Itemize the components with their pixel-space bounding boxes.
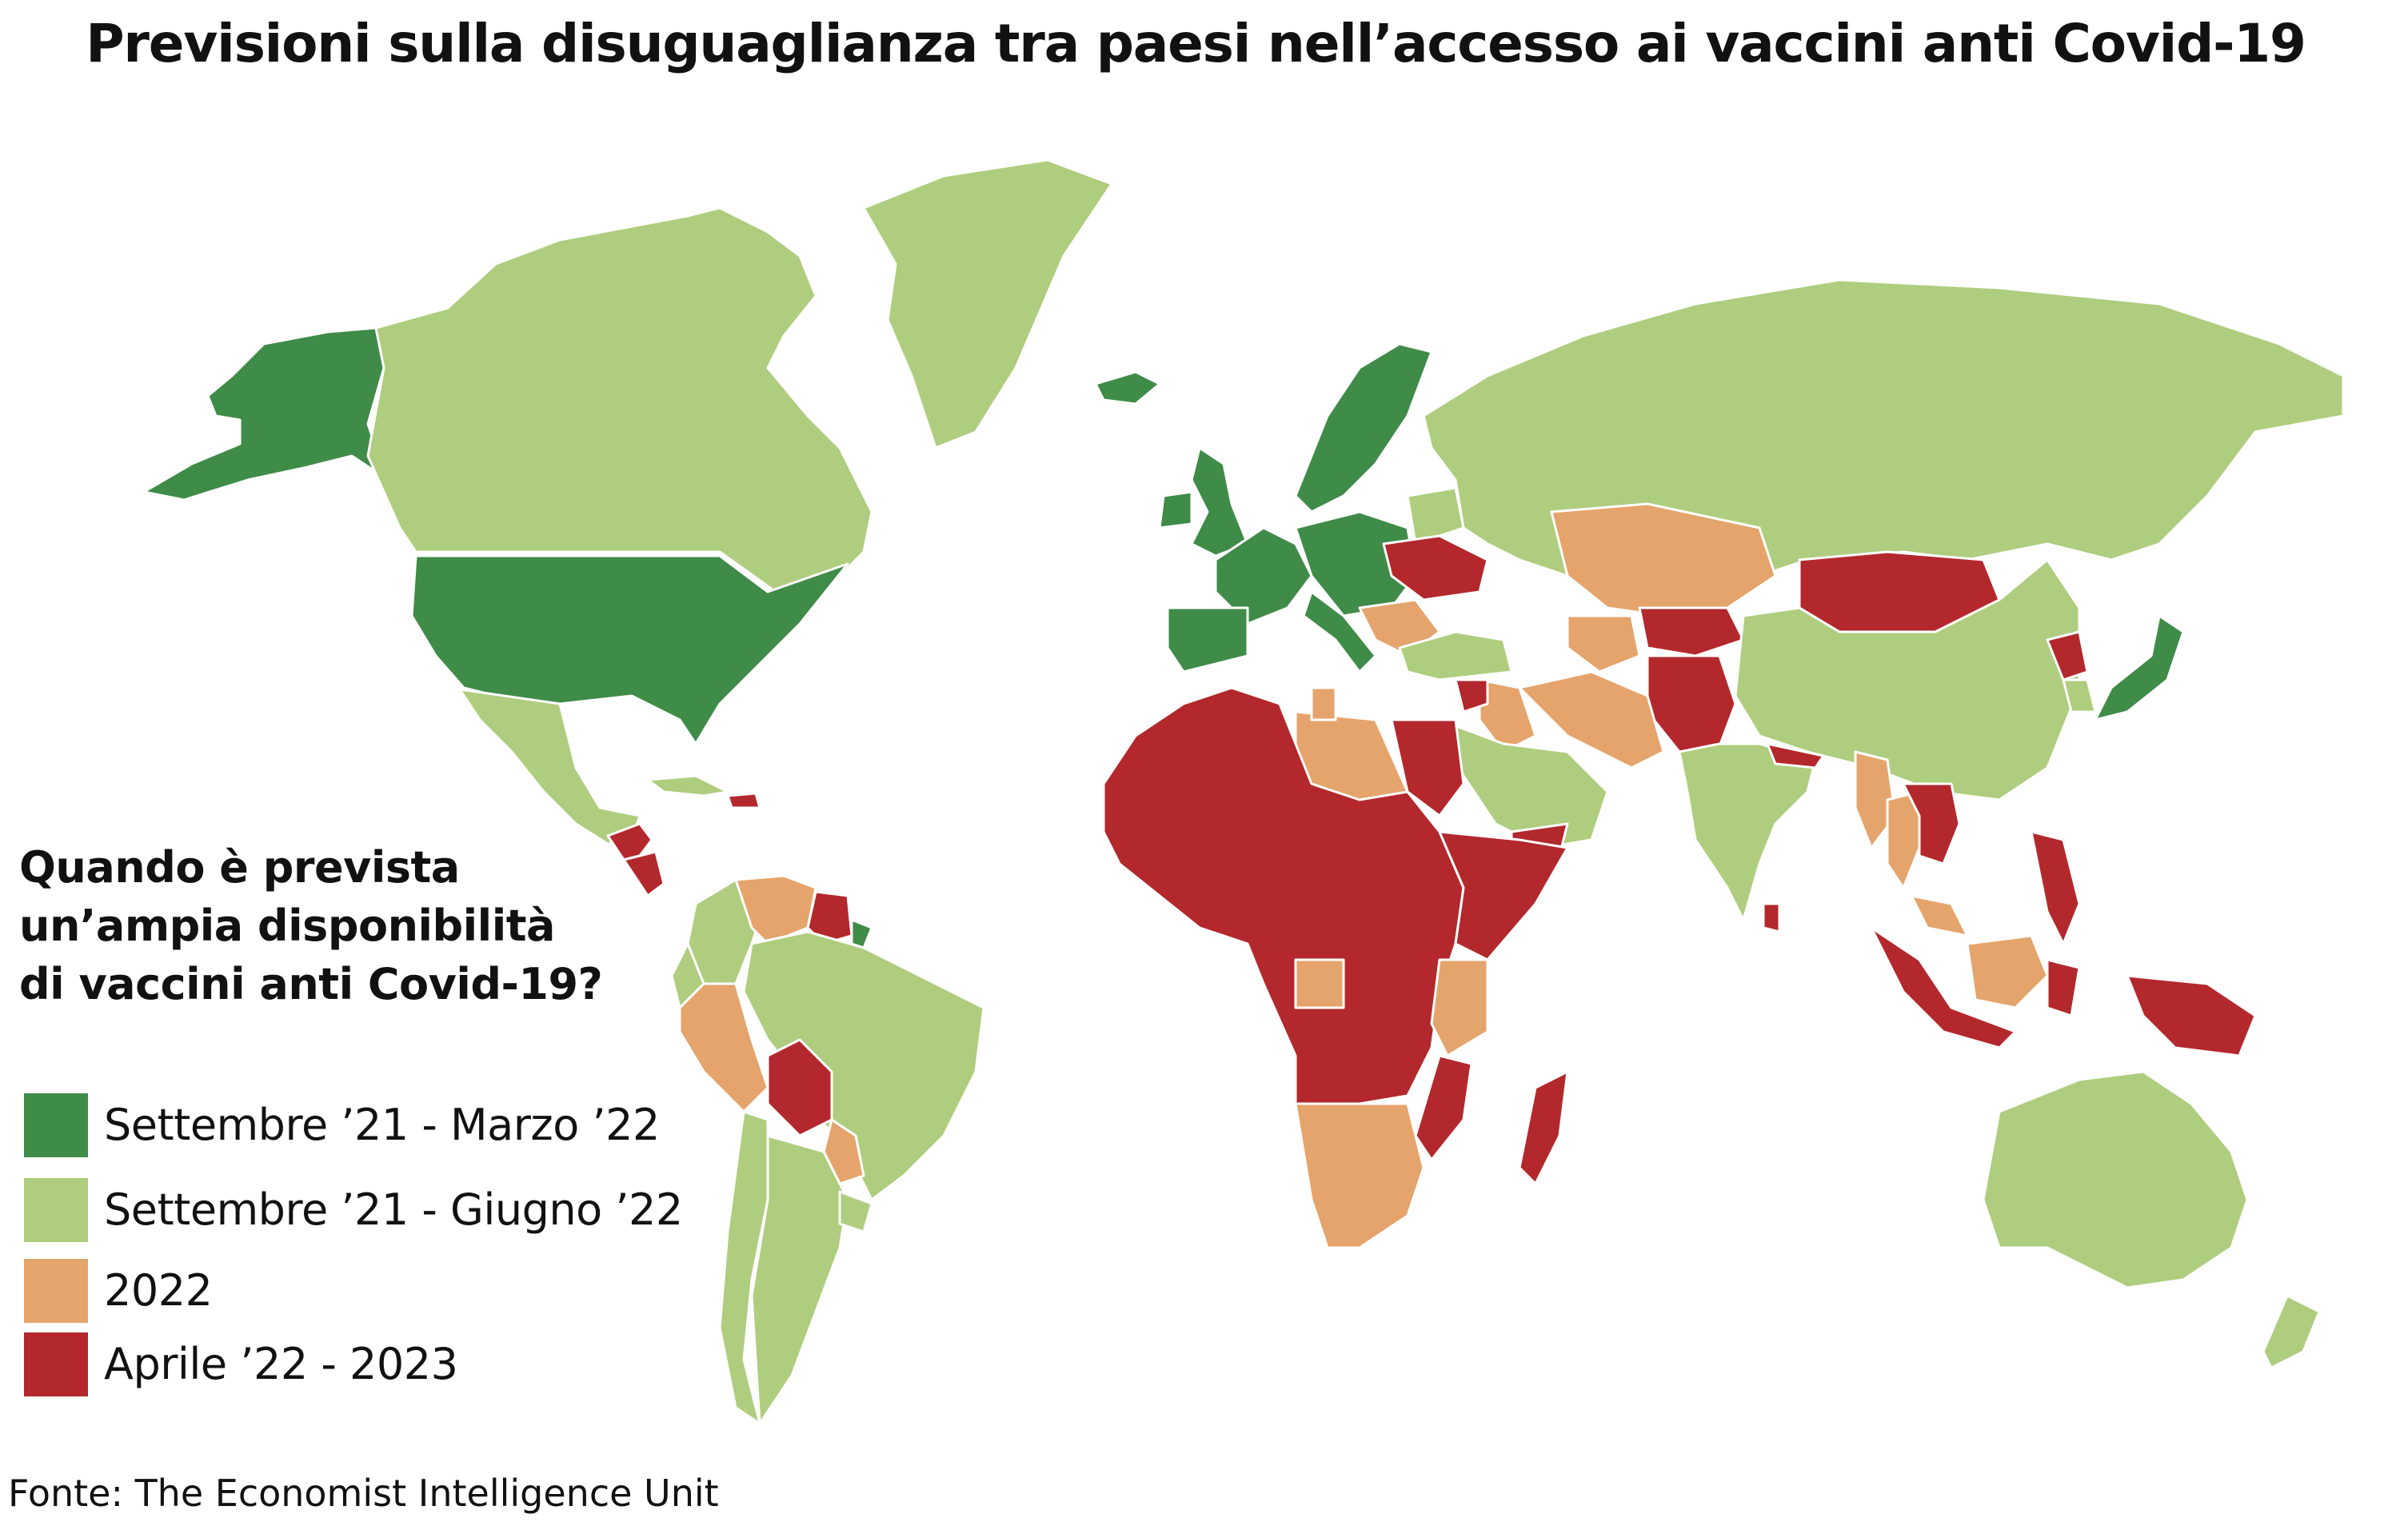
map-region: Nicaragua [622, 850, 665, 897]
map-region: Groenlandia [862, 158, 1113, 449]
map-region: Vietnam / Laos / Cambogia [1902, 782, 1961, 865]
map-region: Egitto [1390, 718, 1465, 817]
legend-swatch [24, 1093, 88, 1157]
map-region: Libia [1294, 710, 1409, 801]
legend-swatch [24, 1332, 88, 1396]
map-region: Sulawesi [2046, 958, 2081, 1017]
map-region: Iran [1518, 670, 1665, 769]
map-region: Norvegia / Svezia / Finlandia [1294, 342, 1433, 513]
legend-label: 2022 [104, 1265, 213, 1316]
map-region: Regno Unito [1190, 446, 1249, 557]
map-regions: Alaska Canada Groenlandia Stati Uniti Me… [142, 158, 2345, 1425]
legend-swatch [24, 1178, 88, 1242]
map-region: Penisola iberica [1166, 606, 1249, 673]
map-region: Sri Lanka [1762, 902, 1781, 933]
map-region: Stati Uniti [410, 554, 849, 745]
map-region: Cina [1734, 558, 2081, 801]
map-region: Nuova Zelanda [2262, 1294, 2321, 1369]
map-region: Corno d'Africa [1438, 830, 1569, 961]
map-region: Penisola arabica [1438, 718, 1609, 849]
map-region: Filippine [2030, 830, 2081, 945]
map-region: Myanmar [1854, 750, 1897, 849]
map-region: Tagikistan / Kirghizistan [1638, 606, 1745, 657]
map-region: Uruguay [838, 1190, 873, 1233]
map-region: Argentina [750, 1134, 849, 1425]
map-region: Iraq [1478, 678, 1537, 753]
legend-swatch [24, 1259, 88, 1323]
map-region: Kenya / Tanzania [1430, 958, 1489, 1057]
legend-label: Settembre ’21 - Giugno ’22 [104, 1184, 683, 1235]
map-region: Irlanda [1158, 490, 1193, 529]
map-region: Corea del Sud [2062, 678, 2097, 713]
map-region: Mozambico [1414, 1054, 1473, 1161]
map-region: Uzbekistan / Turkmenistan [1566, 614, 1641, 673]
legend-question-line: di vaccini anti Covid-19? [19, 959, 603, 1009]
map-region: Nepal [1766, 742, 1825, 769]
map-region: Europa centrale [1294, 510, 1417, 617]
map-region: Giappone [2094, 614, 2185, 721]
map-region: Tunisia [1310, 686, 1337, 721]
map-region: Gabon / Congo [1294, 958, 1345, 1009]
map-region: Europa occidentale [1214, 526, 1313, 625]
map-region: Messico [458, 688, 641, 845]
legend-label: Settembre ’21 - Marzo ’22 [104, 1100, 660, 1150]
map-region: Siria [1454, 678, 1489, 713]
map-region: India [1678, 742, 1817, 921]
legend-question: Quando è prevista un’ampia disponibilità… [19, 838, 603, 1013]
map-title: Previsioni sulla disuguaglianza tra paes… [86, 13, 2306, 74]
map-region: Canada [366, 206, 873, 593]
map-region: Guatemala / Honduras [606, 822, 653, 861]
map-region: Corea del Nord [2046, 630, 2089, 681]
map-region: Africa australe [1294, 1102, 1425, 1249]
map-region: Haiti [726, 792, 761, 809]
map-region: Islanda [1094, 370, 1161, 405]
source-note: Fonte: The Economist Intelligence Unit [8, 1472, 719, 1515]
map-region: Paraguay [822, 1118, 865, 1185]
map-region: Ucraina [1382, 534, 1489, 601]
map-region: Turchia [1398, 630, 1513, 681]
map-region: Russia [1422, 278, 2345, 577]
map-region: Borneo (Kalimantan) [1966, 934, 2049, 1009]
map-region: Madagascar [1518, 1070, 1569, 1185]
map-region: Australia [1982, 1070, 2249, 1289]
map-region: Malesia [1910, 894, 1969, 937]
map-region: Sumatra / Giava [1870, 926, 2017, 1049]
map-region: Nuova Guinea [2126, 974, 2257, 1057]
legend-question-line: un’ampia disponibilità [19, 901, 555, 951]
map-region: Cuba [646, 774, 729, 797]
map-region: Guyana francese [850, 918, 873, 949]
legend-question-line: Quando è prevista [19, 842, 460, 893]
legend-label: Aprile ’22 - 2023 [104, 1339, 458, 1389]
